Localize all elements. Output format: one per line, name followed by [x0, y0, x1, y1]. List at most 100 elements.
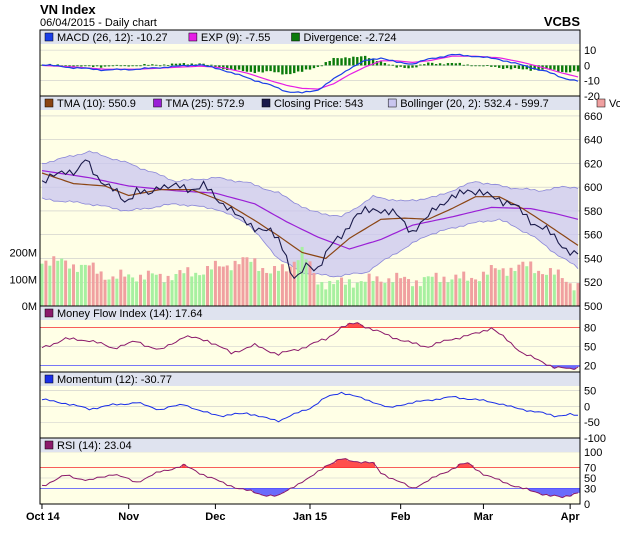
legend-label: Money Flow Index (14): 17.64 [57, 308, 203, 320]
volume-bar [340, 277, 344, 306]
divergence-bar [561, 65, 564, 72]
x-tick-label: Dec [205, 511, 225, 523]
volume-bar [391, 282, 395, 306]
divergence-bar [233, 65, 237, 71]
volume-bar [477, 281, 481, 306]
divergence-bar [348, 58, 351, 66]
divergence-bar [253, 65, 257, 74]
volume-bar [52, 256, 56, 306]
divergence-bar [304, 65, 308, 70]
volume-bar [501, 268, 505, 306]
y-tick-label: 70 [584, 463, 596, 475]
divergence-bar [387, 64, 391, 66]
volume-bar [576, 283, 580, 306]
volume-bar [253, 258, 257, 306]
divergence-bar [119, 65, 123, 67]
volume-bar [458, 278, 462, 306]
volume-bar [213, 260, 217, 306]
divergence-bar [143, 63, 146, 66]
divergence-bar [549, 65, 552, 71]
volume-bar [462, 271, 466, 306]
y-tick-label: 520 [584, 277, 602, 289]
volume-bar [541, 274, 545, 306]
divergence-bar [123, 65, 126, 67]
divergence-bar [178, 63, 182, 66]
volume-bar [320, 282, 324, 306]
divergence-bar [127, 65, 130, 67]
volume-bar [407, 279, 411, 306]
divergence-bar [115, 64, 119, 66]
y-tick-label: 0 [584, 499, 590, 511]
divergence-bar [379, 61, 383, 66]
x-tick-label: Mar [474, 511, 494, 523]
volume-bar [537, 270, 541, 306]
divergence-bar [182, 63, 186, 66]
divergence-bar [509, 65, 513, 70]
divergence-bar [166, 65, 170, 67]
divergence-bar [245, 65, 249, 72]
divergence-bar [218, 65, 221, 68]
volume-bar [513, 271, 517, 306]
y-tick-label: 50 [584, 386, 596, 398]
volume-bar [209, 269, 213, 306]
mom-line [41, 391, 579, 423]
legend-swatch [153, 98, 162, 108]
legend-swatch [44, 98, 54, 108]
divergence-bar [537, 65, 540, 71]
volume-bar [123, 276, 127, 306]
volume-bar [186, 267, 190, 306]
divergence-bar [403, 65, 406, 68]
volume-bar [572, 290, 576, 306]
volume-bar [233, 260, 237, 306]
volume-bar [107, 279, 111, 306]
divergence-bar [174, 63, 178, 66]
volume-bar [300, 246, 304, 306]
volume-bar [363, 281, 367, 306]
legend-label: RSI (14): 23.04 [57, 440, 132, 452]
volume-bar [206, 266, 210, 306]
volume-bar [217, 266, 221, 306]
divergence-bar [312, 65, 316, 69]
divergence-bar [84, 65, 87, 67]
divergence-bar [360, 56, 363, 66]
volume-bar [359, 281, 363, 306]
divergence-bar [568, 65, 572, 73]
legend-label: Divergence: -2.724 [304, 32, 397, 44]
volume-bar [422, 277, 426, 306]
legend-label: Vol: 71.85M [609, 98, 620, 110]
volume-bar [48, 265, 52, 306]
volume-bar [568, 283, 572, 306]
y-tick-label: 580 [584, 206, 602, 218]
divergence-bar [107, 65, 111, 67]
legend-swatch [261, 98, 271, 108]
divergence-bar [135, 65, 138, 67]
divergence-bar [427, 62, 430, 66]
y-tick-label: 560 [584, 230, 602, 242]
volume-bar [351, 287, 355, 306]
divergence-bar [462, 64, 465, 66]
divergence-bar [375, 61, 379, 66]
volume-bar [56, 260, 60, 306]
volume-bar [225, 265, 229, 306]
macd-panel: 10 0 -10 -20 MACD (26, 12): -10.27 EXP (9): -… [39, 29, 600, 103]
divergence-bar [391, 64, 394, 66]
volume-bar [347, 279, 351, 306]
y-tick-label: 620 [584, 158, 602, 170]
divergence-bar [229, 65, 233, 70]
volume-bar [288, 266, 292, 306]
divergence-bar [513, 65, 517, 69]
volume-bar [367, 273, 371, 306]
divergence-bar [450, 63, 454, 66]
divergence-bar [466, 64, 469, 66]
volume-bar [142, 279, 146, 306]
volume-bar [481, 271, 485, 306]
volume-bar [182, 273, 186, 306]
volume-bar [544, 274, 548, 306]
legend-label: TMA (25): 572.9 [166, 98, 245, 110]
volume-bar [119, 269, 123, 306]
volume-bar [40, 263, 44, 306]
volume-bar [509, 267, 513, 306]
divergence-bar [151, 64, 154, 66]
mfi-line [41, 322, 579, 370]
